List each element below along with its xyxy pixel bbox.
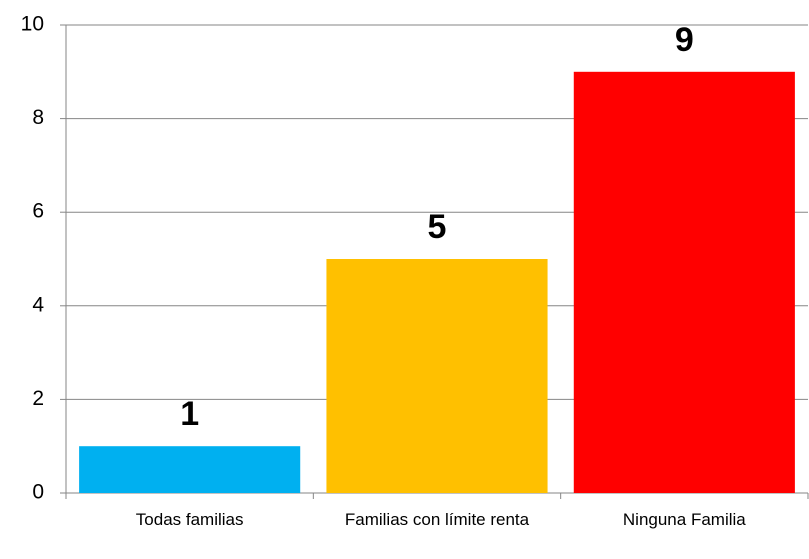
data-label: 9 — [675, 21, 694, 59]
x-tick-label: Todas familias — [135, 510, 244, 529]
data-label: 5 — [428, 208, 447, 246]
x-label-box: Ninguna Familia — [622, 510, 746, 529]
x-label-box: Todas familias — [135, 510, 244, 529]
x-tick-label: Familias con límite renta — [344, 510, 530, 529]
data-label: 1 — [180, 395, 199, 433]
y-tick-label: 0 — [32, 481, 44, 504]
y-tick-label: 8 — [32, 106, 44, 129]
y-tick-label: 10 — [21, 13, 44, 36]
y-tick-label: 4 — [32, 293, 44, 316]
bar — [573, 71, 795, 494]
bar — [326, 259, 548, 493]
x-tick-label: Ninguna Familia — [622, 510, 746, 529]
bar — [79, 446, 301, 493]
y-tick-label: 2 — [32, 387, 44, 410]
y-tick-label: 6 — [32, 200, 44, 223]
x-label-box: Familias con límite renta — [344, 510, 530, 529]
